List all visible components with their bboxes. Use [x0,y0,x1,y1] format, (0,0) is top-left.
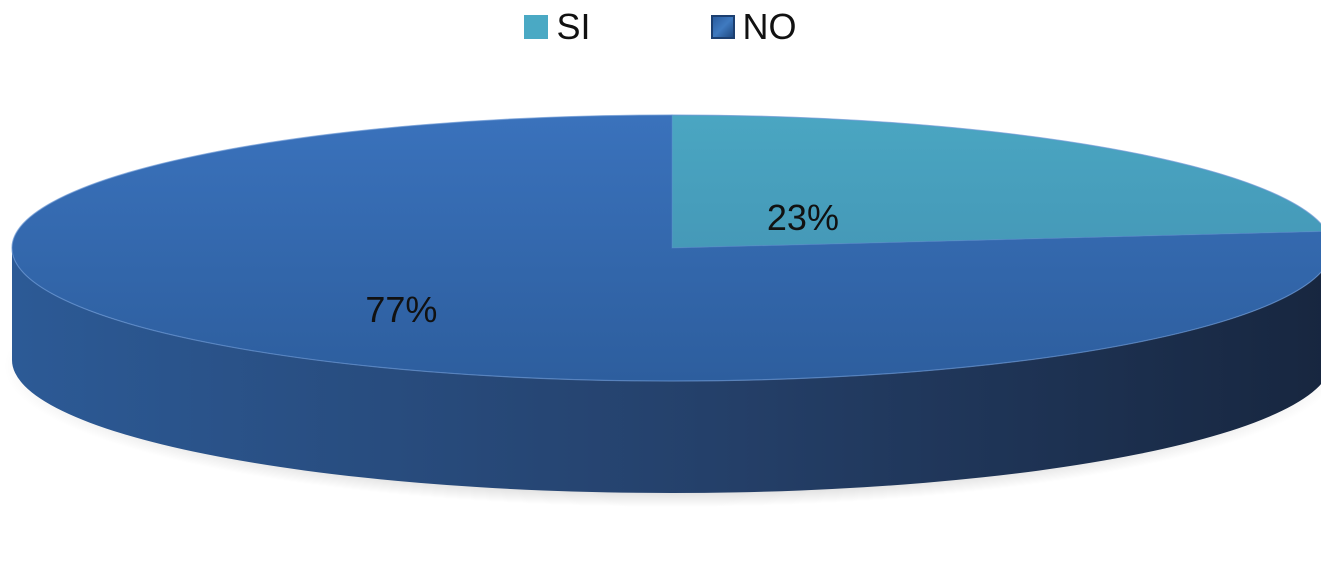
pie-side-wall [12,248,1321,493]
chart-legend: SI NO [0,5,1321,49]
legend-item-no: NO [710,5,797,49]
legend-label-si: SI [556,6,591,47]
legend-item-si: SI [524,5,591,49]
data-label-si: 23% [767,197,839,238]
legend-swatch-no [710,15,735,39]
pie-rim [11,114,1321,382]
data-label-no: 77% [365,289,437,330]
legend-label-no: NO [742,6,797,47]
legend-swatch-si [524,15,549,39]
